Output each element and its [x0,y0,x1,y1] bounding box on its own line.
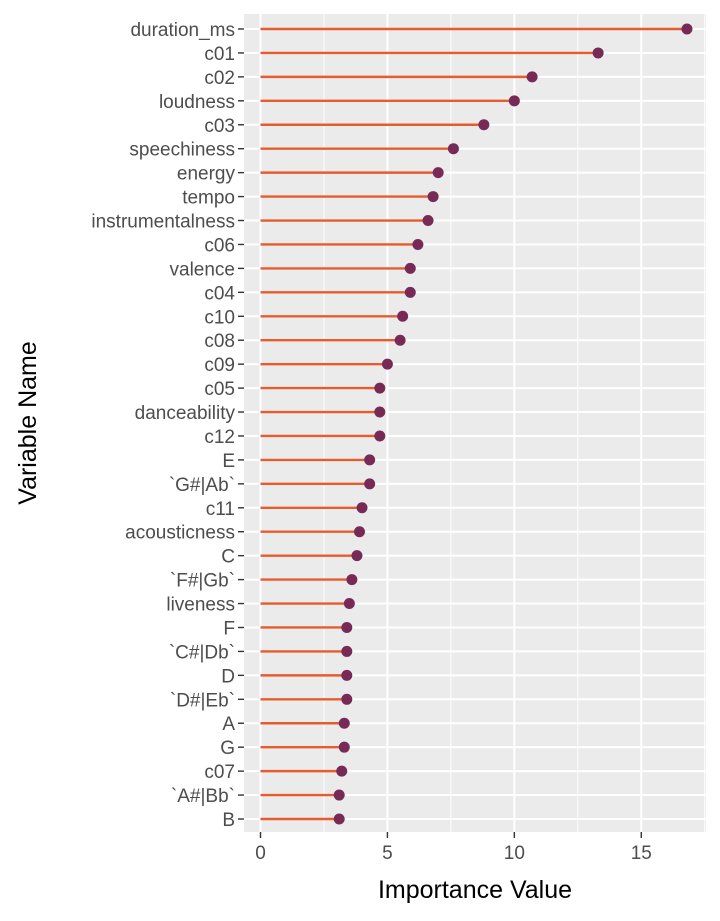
lollipop-point [341,645,353,657]
y-tick-label: danceability [135,403,236,424]
y-tick-label: valence [170,259,236,280]
y-tick-label: c10 [204,307,235,328]
y-tick-label: B [222,810,235,831]
y-tick-label: A [222,714,235,735]
y-tick-label: c08 [204,331,235,352]
y-tick-label: `G#|Ab` [169,475,235,496]
lollipop-points [333,23,693,825]
y-tick-label: c03 [204,116,235,137]
lollipop-stems [260,27,687,821]
y-tick-label: tempo [182,188,235,209]
y-tick-label: `D#|Eb` [170,690,235,711]
lollipop-point [374,382,386,394]
lollipop-point [427,191,439,203]
lollipop-point [447,143,459,155]
lollipop-point [404,286,416,298]
y-tick-label: loudness [159,92,235,113]
x-tick-label: 0 [255,843,266,864]
x-axis-title: Importance Value [378,876,572,904]
lollipop-point [397,310,409,322]
y-tick-label: c01 [204,44,235,65]
lollipop-point [364,454,376,466]
y-tick-label: c06 [204,235,235,256]
lollipop-point [508,95,520,107]
y-tick-label: c02 [204,68,235,89]
lollipop-point [394,334,406,346]
lollipop-point [404,262,416,274]
lollipop-point [336,765,348,777]
x-axis-ticks: 0 5 10 15 [255,832,652,864]
y-tick-label: `C#|Db` [169,642,235,663]
y-tick-label: duration_ms [130,20,235,41]
y-tick-label: energy [177,164,236,185]
lollipop-point [338,717,350,729]
x-tick-label: 5 [382,843,393,864]
lollipop-point [381,358,393,370]
y-axis-ticks: duration_ms c01 c02 loudness c03 speechiness e… [91,20,244,831]
lollipop-point [364,478,376,490]
plot-panel [244,14,706,832]
lollipop-point [341,669,353,681]
lollipop-point [333,813,345,825]
y-tick-label: `A#|Bb` [171,786,235,807]
lollipop-point [374,430,386,442]
lollipop-point [333,789,345,801]
y-tick-label: F [223,618,235,639]
lollipop-point [412,238,424,250]
lollipop-point [356,502,368,514]
y-tick-label: C [221,547,235,568]
y-tick-label: E [222,451,235,472]
lollipop-point [681,23,693,35]
y-tick-label: G [220,738,235,759]
lollipop-point [351,550,363,562]
lollipop-point [341,693,353,705]
lollipop-point [592,47,604,59]
lollipop-point [338,741,350,753]
y-tick-label: acousticness [125,523,235,544]
y-tick-label: c07 [204,762,235,783]
x-tick-label: 15 [631,843,652,864]
y-tick-label: c12 [204,427,235,448]
lollipop-point [526,71,538,83]
lollipop-point [343,598,355,610]
lollipop-point [432,167,444,179]
lollipop-point [354,526,365,538]
y-tick-label: `F#|Gb` [170,571,235,592]
lollipop-point [346,574,358,586]
y-tick-label: instrumentalness [91,212,235,233]
y-axis-title: Variable Name [14,341,42,505]
y-tick-label: c04 [204,283,235,304]
lollipop-point [478,119,490,131]
y-tick-label: speechiness [129,140,235,161]
y-tick-label: liveness [166,595,235,616]
lollipop-point [374,406,386,418]
y-tick-label: c11 [206,499,235,520]
lollipop-point [422,215,434,227]
lollipop-point [341,621,353,633]
y-tick-label: c05 [204,379,235,400]
y-tick-label: D [221,666,235,687]
x-tick-label: 10 [504,843,525,864]
y-tick-label: c09 [204,355,235,376]
